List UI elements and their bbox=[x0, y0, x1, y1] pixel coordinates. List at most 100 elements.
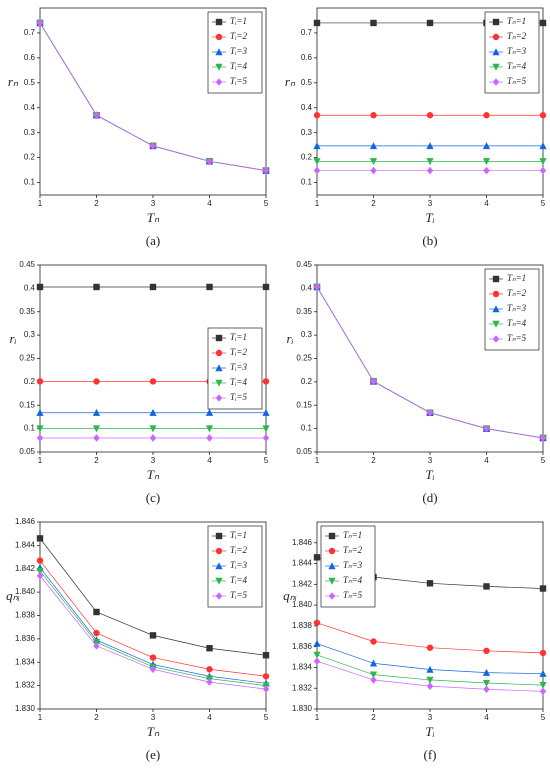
legend: Tₙ=1 Tₙ=2 Tₙ=3 Tₙ=4 Tₙ=5 bbox=[320, 525, 376, 608]
chart-panel: 1.830 1.832 1.834 1.836 1.838 1.840 1.842 1.844… bbox=[6, 517, 270, 762]
y-tick-label: 0.25 bbox=[19, 354, 35, 363]
legend-label: Tᵢ=4 bbox=[230, 377, 248, 387]
chart-panel: 1.830 1.832 1.834 1.836 1.838 1.840 1.842 1.844… bbox=[283, 521, 547, 762]
marker bbox=[36, 408, 44, 416]
marker bbox=[93, 629, 100, 637]
legend-label: Tᵢ=3 bbox=[230, 362, 248, 372]
marker bbox=[539, 166, 547, 175]
x-tick-label: 1 bbox=[38, 199, 43, 208]
marker bbox=[149, 283, 157, 291]
marker bbox=[369, 659, 378, 667]
legend-marker bbox=[215, 78, 223, 86]
marker bbox=[539, 585, 547, 592]
legend-marker bbox=[215, 562, 223, 570]
legend-marker bbox=[492, 63, 500, 71]
legend-label: Tₙ=5 bbox=[507, 333, 527, 343]
marker bbox=[426, 580, 434, 587]
x-axis-label: Tₙ bbox=[147, 724, 160, 739]
legend-marker bbox=[215, 33, 223, 41]
legend-label: Tᵢ=2 bbox=[230, 347, 248, 357]
x-tick-label: 5 bbox=[541, 456, 546, 465]
marker bbox=[313, 158, 321, 166]
marker bbox=[93, 608, 100, 616]
marker bbox=[483, 685, 490, 694]
marker bbox=[426, 142, 434, 150]
marker bbox=[370, 676, 377, 684]
marker bbox=[93, 378, 100, 385]
x-tick-label: 4 bbox=[207, 456, 212, 465]
x-tick-label: 1 bbox=[315, 456, 320, 465]
legend-marker bbox=[215, 592, 223, 600]
marker bbox=[93, 434, 100, 442]
legend-label: Tₙ=3 bbox=[507, 46, 527, 56]
x-tick-label: 2 bbox=[371, 199, 376, 208]
marker bbox=[370, 166, 377, 175]
marker bbox=[262, 283, 270, 291]
legend-marker bbox=[215, 532, 223, 540]
legend-label: Tₙ=1 bbox=[507, 16, 526, 26]
legend-marker bbox=[328, 532, 336, 540]
y-tick-label: 0.6 bbox=[24, 53, 36, 62]
legend: Tᵢ=1 Tᵢ=2 Tᵢ=3 Tᵢ=4 Tᵢ=5 bbox=[207, 525, 263, 608]
legend-label: Tₙ=4 bbox=[507, 61, 527, 71]
y-axis-label: rᵢ bbox=[9, 331, 16, 346]
marker bbox=[36, 535, 44, 542]
y-tick-label: 0.1 bbox=[24, 178, 36, 187]
legend-marker bbox=[492, 305, 500, 313]
y-tick-label: 0.15 bbox=[19, 400, 35, 409]
legend-label: Tᵢ=3 bbox=[230, 46, 248, 56]
marker bbox=[539, 112, 547, 119]
marker bbox=[149, 654, 157, 661]
x-tick-label: 3 bbox=[151, 456, 156, 465]
marker bbox=[426, 644, 434, 651]
legend-label: Tₙ=5 bbox=[343, 590, 363, 600]
x-tick-label: 4 bbox=[207, 713, 212, 722]
x-tick-label: 3 bbox=[428, 713, 433, 722]
legend-marker bbox=[215, 334, 223, 342]
y-tick-label: 1.846 bbox=[292, 538, 313, 547]
marker bbox=[149, 434, 157, 442]
y-axis-label: rₙ bbox=[8, 74, 19, 89]
y-tick-label: 0.2 bbox=[24, 153, 36, 162]
y-tick-label: 1.840 bbox=[15, 587, 36, 596]
y-tick-label: 1.844 bbox=[292, 559, 313, 568]
x-axis-label: Tᵢ bbox=[425, 467, 434, 482]
legend-marker bbox=[328, 547, 336, 555]
y-axis-label: rᵢ bbox=[286, 331, 293, 346]
y-tick-label: 1.830 bbox=[292, 704, 313, 713]
legend: Tᵢ=1 Tᵢ=2 Tᵢ=3 Tᵢ=4 Tᵢ=5 bbox=[207, 11, 263, 94]
marker bbox=[262, 434, 270, 442]
marker bbox=[36, 378, 44, 385]
legend-label: Tᵢ=4 bbox=[230, 575, 248, 585]
marker bbox=[369, 142, 378, 150]
marker bbox=[426, 19, 434, 27]
marker bbox=[482, 158, 491, 166]
legend-marker bbox=[215, 577, 223, 585]
x-tick-label: 3 bbox=[428, 456, 433, 465]
x-axis-label: Tₙ bbox=[147, 467, 160, 482]
marker bbox=[205, 408, 214, 416]
legend-label: Tᵢ=2 bbox=[230, 31, 248, 41]
legend-label: Tₙ=4 bbox=[343, 575, 363, 585]
x-tick-label: 1 bbox=[38, 456, 43, 465]
legend-box bbox=[484, 268, 540, 351]
y-tick-label: 0.35 bbox=[19, 307, 35, 316]
legend-marker bbox=[492, 320, 500, 328]
legend-label: Tᵢ=1 bbox=[230, 332, 247, 342]
x-tick-label: 1 bbox=[38, 713, 43, 722]
marker bbox=[206, 434, 213, 442]
caption: (c) bbox=[146, 490, 160, 505]
legend-label: Tₙ=2 bbox=[343, 545, 363, 555]
y-tick-label: 1.846 bbox=[15, 517, 36, 526]
x-tick-label: 4 bbox=[484, 199, 489, 208]
marker bbox=[206, 157, 213, 166]
marker bbox=[426, 166, 434, 175]
marker bbox=[426, 682, 434, 690]
marker bbox=[313, 639, 321, 647]
marker bbox=[426, 158, 434, 166]
chart-panel: 0.05 0.1 0.15 0.2 0.25 0.3 0.35 0.4 0.45 1 2 3 4 5 Tₙ r… bbox=[9, 260, 270, 505]
legend-marker bbox=[492, 48, 500, 56]
marker bbox=[369, 158, 378, 166]
y-tick-label: 0.3 bbox=[24, 128, 36, 137]
